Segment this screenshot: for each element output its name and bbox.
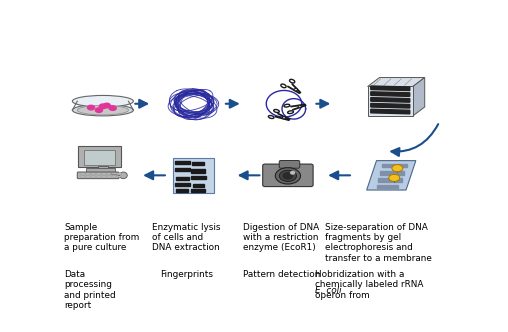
FancyBboxPatch shape (77, 172, 119, 179)
FancyBboxPatch shape (102, 176, 106, 177)
Polygon shape (371, 98, 410, 102)
Polygon shape (367, 161, 416, 190)
FancyBboxPatch shape (97, 176, 101, 177)
Ellipse shape (72, 95, 134, 107)
FancyBboxPatch shape (102, 173, 106, 174)
FancyBboxPatch shape (383, 164, 407, 167)
Circle shape (389, 174, 400, 182)
FancyBboxPatch shape (98, 166, 108, 169)
FancyBboxPatch shape (107, 174, 111, 175)
FancyBboxPatch shape (376, 185, 398, 188)
Circle shape (291, 172, 295, 174)
Circle shape (294, 89, 298, 91)
Text: Enzymatic lysis
of cells and
DNA extraction: Enzymatic lysis of cells and DNA extract… (152, 223, 220, 252)
Ellipse shape (281, 84, 286, 88)
Polygon shape (368, 78, 425, 87)
Polygon shape (371, 86, 410, 91)
FancyBboxPatch shape (176, 177, 188, 180)
Text: Data
processing
and printed
report: Data processing and printed report (65, 270, 116, 310)
Ellipse shape (290, 79, 295, 83)
FancyBboxPatch shape (117, 174, 121, 175)
Text: Fingerprints: Fingerprints (160, 270, 213, 279)
FancyBboxPatch shape (117, 173, 121, 174)
FancyBboxPatch shape (368, 87, 413, 116)
Polygon shape (371, 104, 410, 108)
FancyBboxPatch shape (279, 160, 300, 168)
Circle shape (275, 168, 301, 184)
FancyBboxPatch shape (175, 168, 190, 172)
FancyBboxPatch shape (91, 176, 96, 177)
FancyBboxPatch shape (91, 173, 96, 174)
Circle shape (283, 173, 293, 179)
Ellipse shape (119, 172, 128, 179)
Circle shape (87, 105, 94, 110)
Text: Hobridization with a
chemically labeled rRNA
operon from: Hobridization with a chemically labeled … (315, 270, 424, 300)
Circle shape (279, 170, 297, 182)
FancyBboxPatch shape (173, 158, 214, 193)
FancyBboxPatch shape (86, 176, 90, 177)
Circle shape (282, 117, 285, 119)
Ellipse shape (284, 104, 290, 107)
Circle shape (392, 165, 403, 172)
FancyBboxPatch shape (193, 184, 204, 187)
FancyBboxPatch shape (117, 176, 121, 177)
FancyBboxPatch shape (377, 178, 402, 182)
Text: Pattern detection: Pattern detection (243, 270, 320, 279)
FancyBboxPatch shape (84, 150, 115, 165)
FancyBboxPatch shape (175, 161, 190, 164)
Text: E. coli: E. coli (315, 286, 342, 295)
Text: Digestion of DNA
with a restriction
enzyme (EcoR1): Digestion of DNA with a restriction enzy… (243, 223, 319, 252)
FancyBboxPatch shape (81, 174, 85, 175)
FancyBboxPatch shape (97, 173, 101, 174)
Circle shape (103, 103, 110, 108)
FancyBboxPatch shape (107, 173, 111, 174)
FancyBboxPatch shape (263, 164, 313, 187)
Circle shape (109, 106, 116, 111)
Polygon shape (371, 109, 410, 114)
Ellipse shape (77, 106, 129, 115)
FancyBboxPatch shape (107, 176, 111, 177)
FancyBboxPatch shape (86, 168, 115, 172)
FancyBboxPatch shape (191, 169, 205, 173)
Ellipse shape (268, 116, 274, 119)
FancyBboxPatch shape (176, 189, 188, 192)
Text: Sample
preparation from
a pure culture: Sample preparation from a pure culture (65, 223, 140, 252)
FancyBboxPatch shape (112, 173, 116, 174)
FancyBboxPatch shape (78, 146, 121, 167)
Circle shape (100, 104, 106, 109)
FancyBboxPatch shape (86, 174, 90, 175)
FancyBboxPatch shape (81, 173, 85, 174)
FancyBboxPatch shape (192, 189, 205, 193)
FancyBboxPatch shape (86, 173, 90, 174)
Polygon shape (413, 78, 425, 116)
Ellipse shape (72, 104, 134, 116)
FancyBboxPatch shape (190, 176, 206, 179)
FancyBboxPatch shape (380, 171, 404, 175)
FancyBboxPatch shape (91, 174, 96, 175)
FancyBboxPatch shape (112, 174, 116, 175)
Text: Size-separation of DNA
fragments by gel
electrophoresis and
transfer to a membra: Size-separation of DNA fragments by gel … (325, 223, 432, 263)
FancyBboxPatch shape (81, 176, 85, 177)
FancyBboxPatch shape (102, 174, 106, 175)
Circle shape (96, 108, 103, 113)
FancyBboxPatch shape (112, 176, 116, 177)
FancyBboxPatch shape (192, 162, 204, 165)
Circle shape (298, 105, 301, 107)
FancyBboxPatch shape (175, 183, 190, 186)
Polygon shape (371, 92, 410, 96)
FancyBboxPatch shape (97, 174, 101, 175)
Ellipse shape (288, 111, 294, 114)
Ellipse shape (274, 110, 279, 113)
